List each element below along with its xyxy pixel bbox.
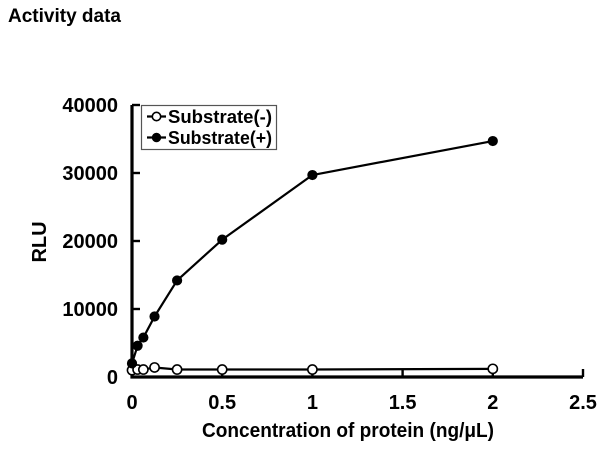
legend-box — [140, 104, 278, 151]
x-tick-label: 0 — [126, 392, 137, 414]
series-1-point — [138, 332, 149, 343]
y-tick-label: 40000 — [62, 95, 118, 117]
series-0-point — [171, 364, 183, 375]
series-0-point — [216, 364, 228, 375]
legend-entry-label: Substrate(+) — [168, 128, 272, 148]
series-0-point — [487, 363, 499, 375]
legend-marker — [151, 111, 162, 122]
series-1-point — [307, 169, 318, 181]
series-0-point — [306, 364, 318, 375]
y-tick-label: 30000 — [62, 163, 118, 185]
legend-marker — [151, 132, 162, 143]
y-axis-title: RLU — [29, 221, 51, 262]
series-1-point — [172, 275, 183, 286]
x-tick-label: 2 — [487, 392, 498, 414]
series-0-point — [137, 364, 149, 375]
series-1-point — [217, 234, 228, 245]
series-1-point — [132, 340, 143, 351]
x-tick-label: 1.5 — [389, 392, 417, 414]
x-tick-label: 1 — [307, 392, 318, 414]
legend-entry-label: Substrate(-) — [168, 107, 272, 127]
series-1-point — [149, 311, 160, 322]
y-tick-label: 20000 — [62, 231, 118, 253]
series-1-point — [487, 135, 498, 147]
y-tick-label: 10000 — [62, 299, 118, 321]
x-tick-label: 0.5 — [208, 392, 236, 414]
series-0-point — [149, 362, 160, 373]
y-tick-label: 0 — [107, 367, 118, 389]
series-1-point — [126, 358, 138, 369]
chart-title: Activity data — [8, 6, 121, 27]
x-axis-title: Concentration of protein (ng/μL) — [202, 420, 494, 442]
x-tick-label: 2.5 — [569, 392, 597, 414]
axis-line — [130, 105, 583, 379]
